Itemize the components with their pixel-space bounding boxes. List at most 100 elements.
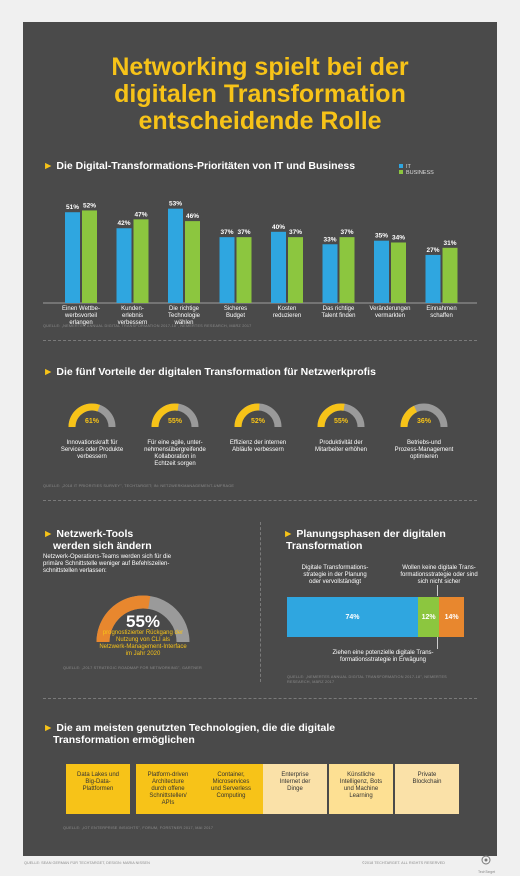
bar-value-label: 27% <box>426 247 439 254</box>
planning-label-bottom: Ziehen eine potenzielle digitale Trans- … <box>332 650 434 663</box>
tech-box: Private Blockchain <box>395 764 459 814</box>
arrow-icon: ► <box>43 528 54 540</box>
planning-stacked-bar: 74% 12% 14% <box>287 597 464 637</box>
bar-business <box>185 221 200 303</box>
section3-source: QUELLE: „2017 STRATEGIC ROADMAP FOR NETW… <box>63 666 202 670</box>
arrow-icon: ► <box>283 528 294 540</box>
bar-chart: 51% 52% 42% 47% 53% 46% 37% 37% 40% 37% 33% 37% 35% 3… <box>43 201 477 304</box>
connector-line <box>437 637 438 649</box>
tech-box: Platform-driven Architecture durch offene S… <box>136 764 200 814</box>
section3-intro: Netzwerk-Operations-Teams werden sich fü… <box>43 554 172 574</box>
bar-business <box>442 247 458 303</box>
category-label: Veränderungen vermarkten <box>369 306 411 319</box>
connector-line <box>437 585 438 596</box>
legend-item-it: IT <box>399 164 434 170</box>
bar-value-label: 34% <box>392 234 405 241</box>
gauge-fill <box>68 403 100 428</box>
gauge-fill <box>234 403 260 428</box>
gauge <box>151 403 199 428</box>
bar-it <box>116 228 132 303</box>
legend-item-business: BUSINESS <box>399 170 434 176</box>
gauge-label: Für eine agile, unter-nehmensübergreifen… <box>144 440 206 467</box>
gauge-fill <box>151 403 179 428</box>
stacked-segment: 14% <box>439 597 464 637</box>
bar-value-label: 37% <box>237 229 250 236</box>
section4-title: ► Planungsphasen der digitalen Transforma… <box>283 528 446 552</box>
category-label: Einnahmen schaffen <box>426 306 457 319</box>
infographic-card: Networking spielt bei der digitalen Tran… <box>23 22 497 856</box>
section1-title: ► Die Digital-Transformations-Prioritäten… <box>43 160 356 172</box>
bar-value-label: 35% <box>375 233 388 240</box>
gauge-label: Produktivität der Mitarbeiter erhöhen <box>314 440 368 453</box>
bar-value-label: 52% <box>83 202 96 209</box>
footer-left: QUELLE: SEAN GERMAN FÜR TECHTARGET, DESI… <box>24 861 150 865</box>
bar-business <box>236 237 252 303</box>
category-label: Kunden-erlebnis verbessern <box>117 306 148 326</box>
bar-value-label: 47% <box>134 211 147 218</box>
arrow-icon: ► <box>43 722 54 734</box>
gauge-value: 61% <box>84 418 99 425</box>
cli-gauge <box>96 595 190 643</box>
bar-value-label: 46% <box>186 213 199 220</box>
bar-value-label: 37% <box>289 229 302 236</box>
cli-gauge-caption: prognostizierter Rückgang der Nutzung vo… <box>99 630 187 657</box>
bar-value-label: 53% <box>169 201 182 208</box>
bar-value-label: 37% <box>340 229 353 236</box>
gauge-label: Innovationskraft für Services oder Produk… <box>60 440 124 460</box>
main-title-line: entscheidende Rolle <box>138 107 382 135</box>
bar-value-label: 37% <box>220 229 233 236</box>
bar-value-label: 51% <box>66 204 79 211</box>
planning-label-right: Wollen keine digitale Trans- formationss… <box>400 565 478 585</box>
bar-it <box>271 231 286 303</box>
gauge <box>68 403 116 428</box>
stacked-segment: 74% <box>287 597 418 637</box>
footer-right: ©2018 TECHTARGET. ALL RIGHTS RESERVED <box>362 861 446 865</box>
gauge <box>234 403 282 428</box>
category-label: Das richtige Talent finden <box>321 306 356 319</box>
tech-box: Künstliche Intelligenz, Bots und Machine Le… <box>329 764 393 814</box>
bar-value-label: 42% <box>117 220 130 227</box>
gauge-label: Betriebs-und Prozess-Management optimieren <box>394 440 454 460</box>
section5-title: ► Die am meisten genutzten Technologien, … <box>43 722 336 746</box>
bar-business <box>288 237 303 303</box>
section2-title: ► Die fünf Vorteile der digitalen Transfo… <box>43 366 376 378</box>
bar-it <box>425 254 441 303</box>
techtarget-logo: TechTarget <box>478 852 495 874</box>
gauge <box>400 403 448 428</box>
logo-mark-icon <box>481 855 491 865</box>
tech-box: Data Lakes und Big-Data- Plattformen <box>66 764 130 814</box>
gauge-label: Effizienz der internen Abläufe verbessern <box>229 440 287 453</box>
planning-label-left: Digitale Transformations- strategie in d… <box>301 565 369 585</box>
bar-it <box>65 212 80 303</box>
gauge <box>317 403 365 428</box>
bar-business <box>82 210 97 303</box>
gauge-value: 52% <box>250 418 265 425</box>
gauge-value: 55% <box>167 418 182 425</box>
category-label: Die richtige Technologie wählen <box>167 306 201 326</box>
bar-value-label: 33% <box>323 236 336 243</box>
arrow-icon: ► <box>43 366 54 378</box>
cli-gauge-value: 55% <box>125 612 161 631</box>
legend-swatch <box>399 164 403 168</box>
gauge-fill <box>96 595 151 643</box>
divider <box>43 698 477 699</box>
arrow-icon: ► <box>43 160 54 172</box>
category-label: Einen Wettbe-werbsvorteil erlangen <box>62 306 100 326</box>
tech-box: Container, Microservices und Serverless Com… <box>199 764 263 814</box>
section3-title: ► Netzwerk-Tools werden sich ändern <box>43 528 152 552</box>
main-title-line: Networking spielt bei der <box>111 53 409 81</box>
section4-source: QUELLE: „NEMERTES ANNUAL DIGITAL TRANSFO… <box>287 675 447 684</box>
vertical-divider <box>260 522 261 682</box>
section2-source: QUELLE: „2018 IT PRIORITIES SURVEY", TEC… <box>43 484 235 488</box>
gauge-fill <box>317 403 345 428</box>
bar-value-label: 31% <box>443 240 456 247</box>
stacked-segment: 12% <box>417 597 440 637</box>
gauge-fill <box>400 405 418 428</box>
divider <box>43 340 477 341</box>
bar-business <box>339 237 355 303</box>
bar-it <box>219 237 235 303</box>
section1-source: QUELLE: „NEMERTES ANNUAL DIGITAL TRANSFO… <box>43 324 252 328</box>
category-label: Sicheres Budget <box>223 306 248 319</box>
bar-it <box>322 244 338 303</box>
main-title-line: digitalen Transformation <box>114 80 406 108</box>
